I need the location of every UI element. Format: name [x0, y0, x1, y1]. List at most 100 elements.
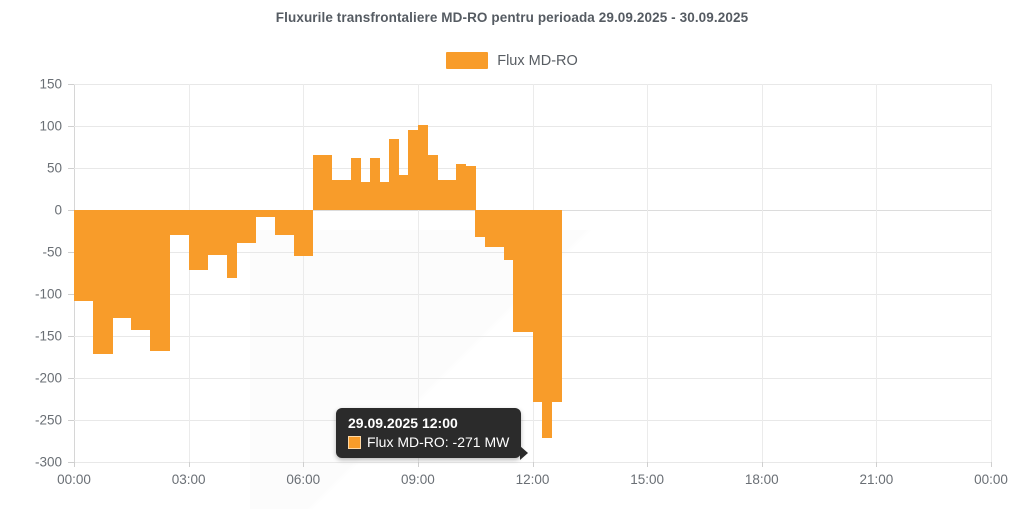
bar[interactable] [322, 155, 333, 210]
bar[interactable] [389, 138, 400, 210]
bar[interactable] [456, 163, 467, 210]
bar[interactable] [274, 210, 285, 236]
bar[interactable] [83, 210, 94, 301]
x-gridline [417, 84, 419, 462]
bar[interactable] [484, 210, 495, 247]
y-tick-label: -50 [42, 244, 62, 260]
bar[interactable] [121, 210, 132, 318]
y-tick-label: 100 [39, 118, 62, 134]
bar[interactable] [446, 179, 457, 210]
bar[interactable] [188, 210, 199, 271]
x-gridline [188, 84, 190, 462]
bar[interactable] [436, 179, 448, 210]
bar[interactable] [179, 210, 190, 236]
bar[interactable] [475, 210, 486, 237]
y-tick-label: -100 [34, 286, 62, 302]
x-tick-mark [647, 462, 649, 467]
bar[interactable] [408, 130, 419, 210]
x-gridline [303, 84, 305, 462]
y-tick-mark [68, 126, 74, 127]
plot-area [74, 84, 992, 463]
bar[interactable] [150, 210, 161, 352]
legend-label-flux-md-ro[interactable]: Flux MD-RO [497, 52, 578, 69]
y-tick-mark [68, 252, 74, 253]
y-tick-label: 150 [39, 76, 62, 92]
x-tick-mark [991, 462, 992, 467]
bar[interactable] [131, 210, 142, 331]
bar[interactable] [293, 210, 304, 257]
y-tick-label: -200 [34, 370, 62, 386]
y-tick-mark [68, 336, 74, 337]
x-tick-label: 00:00 [57, 472, 91, 487]
bar[interactable] [494, 210, 505, 247]
y-tick-mark [68, 210, 74, 211]
tooltip-series-value: Flux MD-RO: -271 MW [367, 434, 510, 450]
x-tick-label: 18:00 [744, 472, 779, 487]
x-gridline [761, 84, 763, 462]
bar[interactable] [398, 174, 409, 210]
x-tick-label: 21:00 [859, 472, 894, 487]
bar[interactable] [102, 210, 113, 354]
x-tick-mark [74, 462, 75, 467]
y-tick-mark [68, 378, 74, 379]
x-tick-mark [303, 462, 305, 467]
x-tick-mark [876, 462, 878, 467]
bar[interactable] [522, 210, 534, 332]
bar[interactable] [551, 210, 562, 402]
x-tick-mark [532, 462, 534, 467]
y-tick-mark [68, 84, 74, 85]
bar[interactable] [236, 210, 247, 243]
chart-tooltip: 29.09.2025 12:00 Flux MD-RO: -271 MW [336, 408, 529, 460]
tooltip-swatch-icon [348, 435, 361, 449]
bar[interactable] [427, 155, 438, 210]
bar[interactable] [226, 210, 237, 279]
bar[interactable] [93, 210, 104, 354]
bar[interactable] [312, 155, 323, 210]
x-gridline [647, 84, 649, 462]
bar[interactable] [417, 125, 429, 210]
y-tick-mark [68, 294, 74, 295]
bar[interactable] [360, 182, 371, 210]
bar[interactable] [303, 210, 314, 257]
y-tick-label: -250 [34, 412, 62, 428]
bar[interactable] [465, 166, 476, 210]
bar[interactable] [542, 210, 553, 438]
bar[interactable] [284, 210, 295, 236]
x-gridline [991, 84, 992, 462]
bar[interactable] [74, 210, 85, 301]
tooltip-title: 29.09.2025 12:00 [348, 415, 458, 431]
legend-swatch-flux-md-ro[interactable] [446, 52, 489, 69]
bar[interactable] [140, 210, 151, 331]
bar[interactable] [198, 210, 209, 271]
bar[interactable] [532, 210, 543, 402]
x-tick-label: 09:00 [400, 472, 435, 487]
x-tick-mark [417, 462, 419, 467]
bar[interactable] [245, 210, 257, 243]
x-gridline [876, 84, 878, 462]
bar[interactable] [255, 210, 266, 217]
bar[interactable] [379, 182, 390, 210]
y-tick-mark [68, 168, 74, 169]
bar[interactable] [341, 179, 352, 210]
y-tick-label: 0 [54, 202, 62, 218]
bar[interactable] [331, 179, 343, 210]
bar[interactable] [159, 210, 171, 352]
x-tick-label: 06:00 [286, 472, 321, 487]
bar[interactable] [265, 210, 276, 217]
bar[interactable] [370, 157, 381, 210]
y-tick-label: -300 [34, 454, 62, 470]
bar[interactable] [503, 210, 514, 260]
bar[interactable] [217, 210, 228, 255]
x-tick-label: 12:00 [515, 472, 550, 487]
y-tick-label: -150 [34, 328, 62, 344]
x-tick-label: 00:00 [974, 472, 1008, 487]
x-tick-label: 15:00 [630, 472, 665, 487]
chart-legend: Flux MD-RO [0, 52, 1024, 69]
x-tick-mark [761, 462, 763, 467]
bar[interactable] [351, 157, 362, 210]
bar[interactable] [112, 210, 123, 318]
bar[interactable] [169, 210, 180, 236]
bar[interactable] [513, 210, 524, 332]
bar[interactable] [207, 210, 218, 255]
